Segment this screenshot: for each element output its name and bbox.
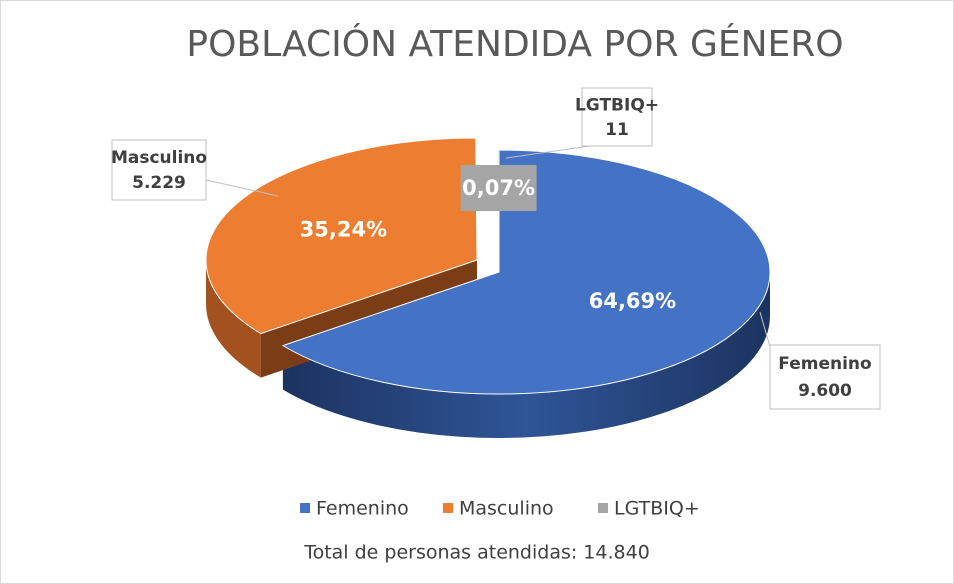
footnote: Total de personas atendidas: 14.840 xyxy=(303,542,650,564)
callout-value: 11 xyxy=(605,120,629,140)
legend-label: Masculino xyxy=(459,498,554,520)
slice xyxy=(205,137,478,335)
leader-line xyxy=(205,179,279,197)
callout-value: 9.600 xyxy=(798,381,852,401)
callout-box xyxy=(769,344,881,410)
callout-name: LGTBIQ+ xyxy=(575,95,659,115)
chart-title: POBLACIÓN ATENDIDA POR GÉNERO xyxy=(186,23,843,65)
callout-box xyxy=(111,139,207,201)
leader-line xyxy=(759,311,771,348)
percentage-label: 35,24% xyxy=(300,217,387,241)
callout-value: 5.229 xyxy=(132,173,186,193)
label-box xyxy=(460,165,537,212)
legend-label: LGTBIQ+ xyxy=(614,498,700,520)
slice-side xyxy=(206,260,261,378)
legend-swatch xyxy=(443,503,453,513)
percentage-label: 64,69% xyxy=(589,289,676,313)
slice xyxy=(281,149,771,395)
percentage-label: 0,07% xyxy=(462,176,535,200)
callout-box xyxy=(581,87,653,147)
legend-swatch xyxy=(300,503,310,513)
callout-name: Femenino xyxy=(778,354,871,374)
leader-line xyxy=(505,145,591,159)
legend-label: Femenino xyxy=(316,498,409,520)
legend-swatch xyxy=(598,503,608,513)
slice-side xyxy=(282,272,771,438)
callout-name: Masculino xyxy=(111,148,207,168)
